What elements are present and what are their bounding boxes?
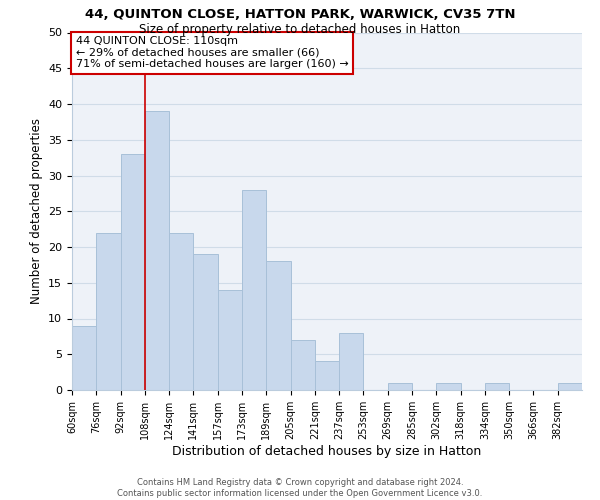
X-axis label: Distribution of detached houses by size in Hatton: Distribution of detached houses by size … bbox=[172, 444, 482, 458]
Bar bbox=[266, 262, 290, 390]
Text: Size of property relative to detached houses in Hatton: Size of property relative to detached ho… bbox=[139, 22, 461, 36]
Text: 44, QUINTON CLOSE, HATTON PARK, WARWICK, CV35 7TN: 44, QUINTON CLOSE, HATTON PARK, WARWICK,… bbox=[85, 8, 515, 20]
Bar bbox=[242, 190, 266, 390]
Text: 44 QUINTON CLOSE: 110sqm
← 29% of detached houses are smaller (66)
71% of semi-d: 44 QUINTON CLOSE: 110sqm ← 29% of detach… bbox=[76, 36, 349, 70]
Bar bbox=[339, 333, 364, 390]
Bar bbox=[145, 111, 169, 390]
Bar bbox=[72, 326, 96, 390]
Bar bbox=[485, 383, 509, 390]
Bar bbox=[558, 383, 582, 390]
Bar bbox=[315, 362, 339, 390]
Y-axis label: Number of detached properties: Number of detached properties bbox=[29, 118, 43, 304]
Bar bbox=[193, 254, 218, 390]
Bar bbox=[388, 383, 412, 390]
Bar bbox=[290, 340, 315, 390]
Bar bbox=[436, 383, 461, 390]
Bar bbox=[121, 154, 145, 390]
Bar bbox=[169, 232, 193, 390]
Bar bbox=[218, 290, 242, 390]
Bar bbox=[96, 232, 121, 390]
Text: Contains HM Land Registry data © Crown copyright and database right 2024.
Contai: Contains HM Land Registry data © Crown c… bbox=[118, 478, 482, 498]
